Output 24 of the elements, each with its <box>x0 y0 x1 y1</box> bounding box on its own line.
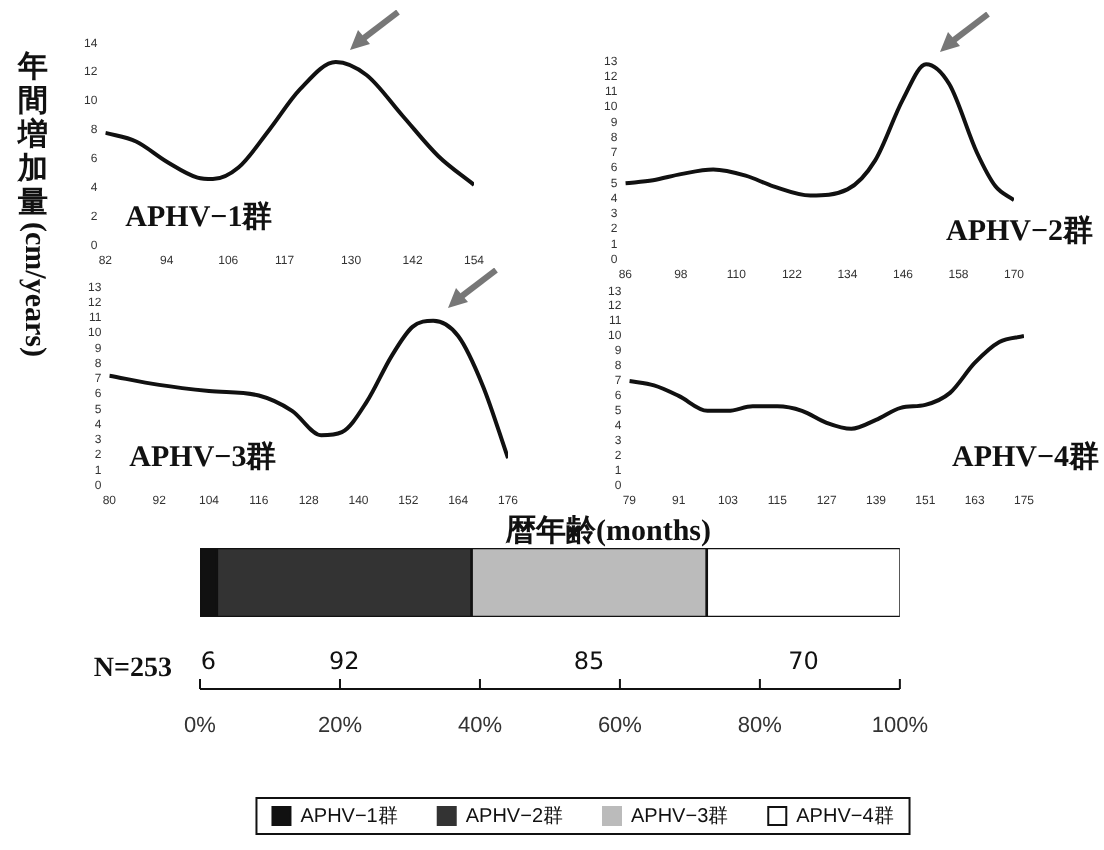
x-tick-label: 40% <box>457 714 503 739</box>
x-axis-title: 暦年齢(months) <box>506 513 712 550</box>
x-tick-label: 60% <box>597 714 643 739</box>
line-series <box>625 62 1014 203</box>
text: 70 <box>788 647 819 676</box>
annotation: APHV−2群 <box>946 213 1094 250</box>
legend-label: APHV−3群 <box>631 803 729 828</box>
text: 6 <box>200 647 217 676</box>
annotation: APHV−4群 <box>952 439 1100 476</box>
x-tick-label: 80% <box>737 714 783 739</box>
legend-label: APHV−2群 <box>465 803 564 828</box>
line-series <box>105 59 474 187</box>
legend-label: APHV−4群 <box>796 803 894 828</box>
x-tick-label: 20% <box>317 714 363 739</box>
x-tick-label: 100% <box>871 714 929 739</box>
y-axis-title: 年間増加量(cm/years) <box>16 52 50 357</box>
text: 92 <box>328 647 360 676</box>
legend-label: APHV−1群 <box>300 803 398 828</box>
line-series <box>629 334 1024 431</box>
annotation: APHV−3群 <box>129 439 277 476</box>
annotation: APHV−1群 <box>125 199 273 236</box>
text: 85 <box>573 647 605 676</box>
text: N=253 <box>93 654 172 685</box>
x-tick-label: 0% <box>184 714 217 739</box>
